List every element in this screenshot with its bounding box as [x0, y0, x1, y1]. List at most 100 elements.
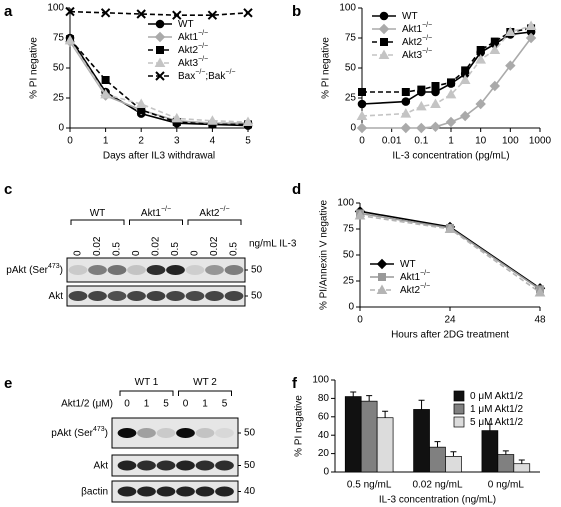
point — [430, 98, 441, 108]
legend-label-part: Bax — [178, 71, 195, 82]
legend-label-part: WT — [402, 11, 418, 22]
legend-label-part: −/− — [420, 283, 430, 290]
point — [415, 100, 427, 111]
bar — [481, 430, 499, 473]
band — [205, 265, 224, 275]
lane-label: 0.02 — [209, 236, 220, 256]
point — [100, 8, 111, 18]
band — [137, 428, 156, 438]
legend-label-part: Akt3 — [178, 58, 198, 69]
x-axis-label: IL-3 concentration (pg/mL) — [392, 151, 509, 162]
legend-marker — [376, 284, 388, 294]
x-axis-label: Days after IL3 withdrawal — [103, 151, 215, 162]
mw-label: 40 — [244, 486, 256, 497]
band — [146, 291, 166, 301]
legend-label: WT — [178, 19, 194, 30]
y-tick-label: 60 — [318, 411, 330, 422]
y-tick-label: 75 — [53, 33, 65, 44]
lane-label: 0 — [73, 250, 84, 256]
panel-letter: f — [292, 375, 298, 392]
x-tick-label: 2 — [138, 136, 144, 147]
point — [172, 10, 182, 20]
legend-label-part: Akt1 — [178, 32, 198, 43]
group-label: Akt2−/− — [199, 206, 229, 218]
band — [117, 428, 137, 438]
band — [156, 486, 176, 497]
point — [171, 112, 183, 123]
group-label: Akt1−/− — [141, 206, 171, 218]
x-tick-label: 0 — [359, 136, 365, 147]
band — [224, 265, 244, 275]
group-label-part: WT 2 — [193, 377, 217, 388]
x-tick-label: 4 — [210, 136, 216, 147]
row-label-part: pAkt (Ser — [6, 265, 48, 276]
point — [525, 20, 537, 30]
x-tick-label: 1 — [103, 136, 109, 147]
legend-marker — [379, 11, 389, 21]
y-tick-label: 25 — [53, 93, 65, 104]
band — [117, 460, 137, 471]
point — [64, 34, 76, 45]
band — [146, 265, 166, 275]
y-tick-label: 25 — [345, 93, 357, 104]
error-bar — [382, 410, 389, 418]
legend-marker — [378, 49, 390, 59]
group-label-part: Akt2 — [199, 208, 219, 219]
band — [68, 291, 88, 301]
legend-label: Akt1−/− — [402, 22, 432, 34]
legend-label-part: −/− — [422, 22, 432, 29]
y-axis-label: % PI negative — [29, 37, 40, 99]
point — [400, 122, 412, 134]
band — [107, 265, 127, 275]
series-line — [361, 25, 532, 117]
point — [243, 8, 253, 18]
bar — [344, 396, 362, 473]
legend-label-part: −/− — [225, 69, 235, 76]
lane-unit: ng/mL IL-3 — [249, 239, 297, 250]
row-label-part: Akt — [94, 460, 109, 471]
panel-letter: e — [4, 375, 12, 392]
group-bracket — [178, 390, 232, 396]
legend-label-part: −/− — [198, 56, 208, 63]
point — [475, 98, 486, 110]
x-tick-label: 0 — [67, 136, 73, 147]
legend-label-part: Akt1 — [400, 272, 420, 283]
point — [475, 54, 487, 64]
lane-title: Akt1/2 (μM) — [61, 399, 113, 410]
band — [156, 460, 176, 471]
y-tick-label: 0 — [350, 123, 356, 134]
row-label-part: 473 — [48, 263, 60, 270]
bar — [445, 456, 462, 473]
band — [185, 291, 205, 301]
lane-label: 0 — [183, 399, 189, 410]
legend-label-part: −/− — [198, 30, 208, 37]
point — [459, 74, 471, 84]
x-tick-label: 1 — [448, 136, 454, 147]
point — [358, 88, 366, 96]
x-tick-label: 0 — [357, 315, 363, 326]
y-tick-label: 50 — [53, 63, 65, 74]
row-label: Akt — [94, 460, 109, 471]
lane-label: 0 — [131, 250, 142, 256]
group-bracket — [187, 219, 242, 225]
row-label: βactin — [81, 486, 108, 497]
band — [205, 291, 224, 301]
band — [195, 460, 215, 471]
mw-label: 50 — [251, 291, 263, 302]
x-tick-label: 1000 — [529, 136, 552, 147]
band — [68, 265, 88, 275]
legend-label-part: 5 μM Akt1/2 — [470, 417, 523, 428]
lane-label: 5 — [163, 399, 169, 410]
error-bar — [486, 423, 493, 431]
y-tick-label: 20 — [318, 448, 330, 459]
point — [401, 88, 410, 96]
row-label-part: 473 — [93, 426, 105, 433]
legend-label-part: Akt1 — [402, 24, 422, 35]
point — [65, 6, 75, 17]
point — [490, 37, 499, 46]
point — [357, 99, 367, 109]
legend-label-part: 1 μM Akt1/2 — [470, 404, 523, 415]
point — [101, 76, 110, 84]
band — [88, 265, 107, 275]
